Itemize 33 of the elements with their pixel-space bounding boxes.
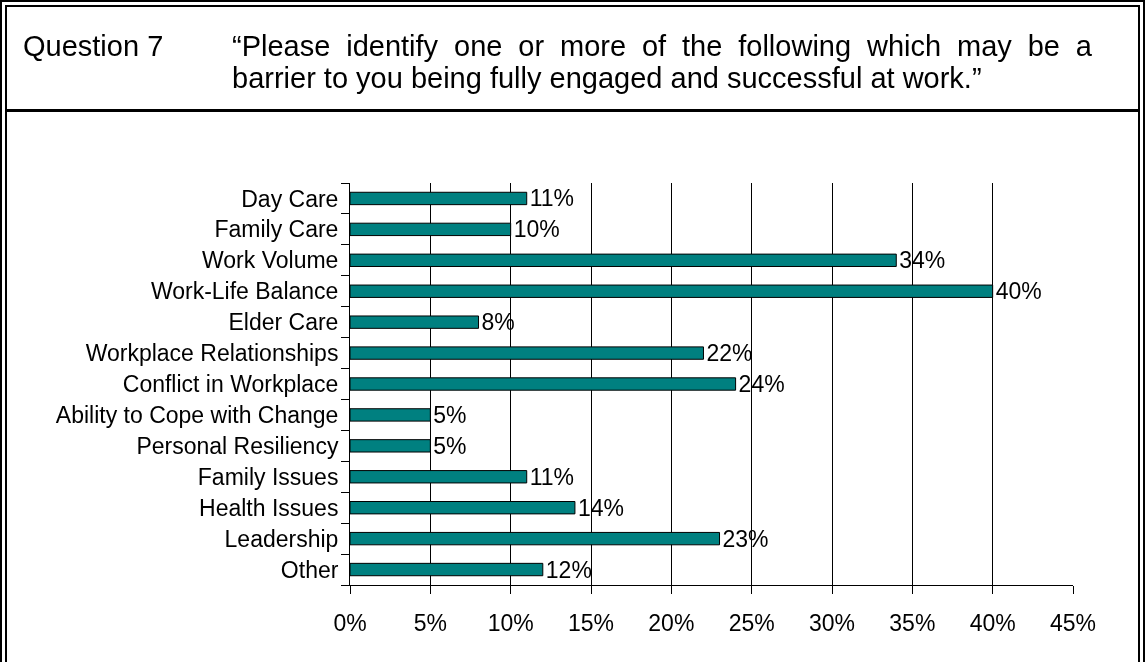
y-tick-label: Ability to Cope with Change [55, 401, 339, 428]
x-tick-label: 10% [487, 609, 534, 636]
x-tick-label: 25% [728, 609, 775, 636]
y-tick-label: Family Issues [197, 463, 339, 490]
x-tick-label: 0% [333, 609, 367, 636]
y-tick-label: Health Issues [199, 494, 339, 521]
data-label: 11% [529, 463, 575, 490]
y-tick-label: Work Volume [202, 247, 339, 274]
x-tick-label: 5% [413, 609, 447, 636]
y-tick-label: Workplace Relationships [85, 340, 339, 367]
y-tick-label: Other [280, 556, 339, 583]
data-label: 22% [706, 340, 753, 367]
x-tick-label: 45% [1049, 609, 1097, 636]
x-tick-label: 15% [567, 609, 615, 636]
data-label: 5% [433, 401, 467, 428]
data-label: 12% [545, 556, 592, 583]
y-tick-label: Day Care [241, 185, 339, 212]
data-label: 5% [433, 432, 467, 459]
data-label: 40% [995, 278, 1042, 305]
x-tick-label: 20% [648, 609, 695, 636]
y-tick-label: Conflict in Workplace [122, 371, 339, 398]
y-tick-label: Leadership [224, 525, 339, 552]
data-label: 11% [529, 185, 575, 212]
text: Question 7 [23, 30, 164, 62]
y-tick-label: Personal Resiliency [136, 432, 339, 459]
x-tick-label: 30% [808, 609, 856, 636]
y-tick-label: Family Care [214, 216, 339, 243]
x-tick-label: 35% [889, 609, 936, 636]
y-tick-label: Elder Care [228, 309, 339, 336]
data-label: 10% [513, 216, 560, 243]
x-tick-label: 40% [969, 609, 1016, 636]
y-tick-label: Work-Life Balance [150, 278, 339, 305]
chart-subtitle: “Please identify one or more of the following which may be a barrier to you being fully engaged and successful at work.” [232, 30, 1092, 94]
